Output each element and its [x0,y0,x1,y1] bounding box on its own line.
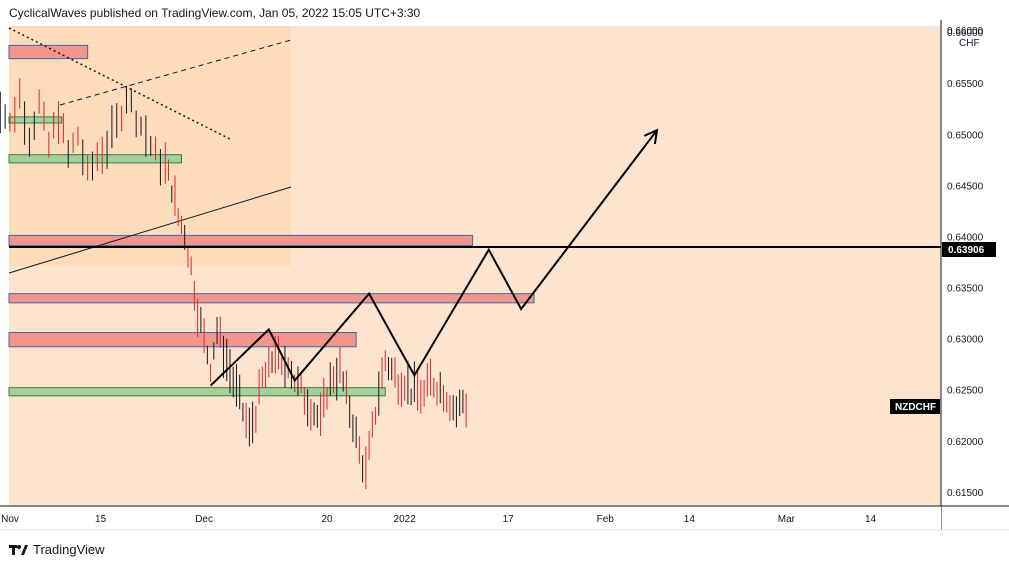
time-tick-label: Nov [1,514,19,525]
last-price-label: 0.63906 [948,245,985,256]
time-tick-label: 20 [321,514,333,525]
price-axis[interactable] [941,26,1009,506]
symbol-badge [890,399,940,414]
demand-zone-2 [8,154,182,164]
price-tick-label: 0.63000 [947,335,984,346]
publish-header: CyclicalWaves published on TradingView.c… [9,6,421,20]
projection-arrowhead [643,128,659,145]
trend-line-upper-dashed [59,39,292,106]
price-tick-label: 0.65000 [947,130,984,141]
price-tick-label: 0.66000 [947,28,984,39]
supply-zone-3 [8,234,474,247]
demand-zone-1 [8,116,63,124]
time-tick-label: 14 [865,514,877,525]
supply-zone-4 [8,293,535,304]
time-tick-label: 14 [684,514,696,525]
price-tick-label: 0.66000 [947,26,984,37]
analysis-box [9,26,291,266]
demand-zone-6 [8,387,386,397]
time-tick-label: Mar [778,514,796,525]
time-tick-label: 15 [95,514,107,525]
time-tick-label: Feb [597,514,615,525]
time-tick-label: 17 [503,514,515,525]
time-tick-label: Dec [195,514,213,525]
price-tick-label: 0.62500 [947,386,984,397]
price-tick-label: 0.63500 [947,284,984,295]
price-tick-label: 0.62000 [947,437,984,448]
trend-line-lower [8,186,292,274]
time-axis[interactable] [0,506,941,530]
last-price-badge [942,242,996,257]
supply-zone-5 [8,331,357,348]
supply-zone-0 [8,44,89,60]
price-tick-label: 0.64000 [947,232,984,243]
footer[interactable]: TradingView [9,542,105,557]
price-tick-label: 0.65500 [947,79,984,90]
projection-path [209,129,658,387]
price-tick-label: 0.64500 [947,181,984,192]
time-tick-label: 2022 [394,514,417,525]
price-tick-label: 0.61500 [947,488,984,499]
tradingview-logo-icon [9,544,28,555]
currency-label: CHF [959,38,980,49]
symbol-label: NZDCHF [895,402,936,413]
tradingview-brand: TradingView [33,542,105,557]
trend-line-dotted [8,27,233,141]
